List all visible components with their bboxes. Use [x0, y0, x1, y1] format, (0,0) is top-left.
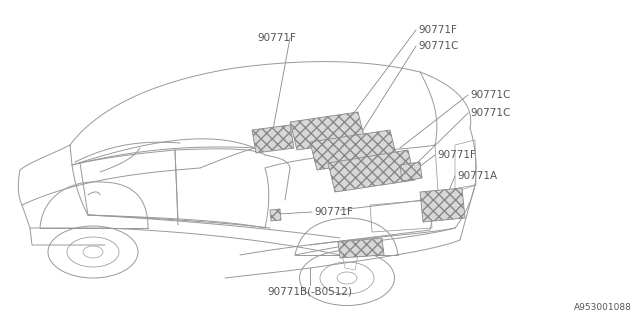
Text: 90771C: 90771C — [470, 108, 510, 118]
Polygon shape — [420, 188, 465, 222]
Text: 90771C: 90771C — [418, 41, 458, 51]
Text: 90771F: 90771F — [257, 33, 296, 43]
Polygon shape — [400, 162, 422, 181]
Polygon shape — [290, 112, 365, 150]
Text: 90771B(-B0512): 90771B(-B0512) — [268, 287, 353, 297]
Ellipse shape — [83, 246, 103, 258]
Text: 90771F: 90771F — [314, 207, 353, 217]
Text: 90771C: 90771C — [470, 90, 510, 100]
Ellipse shape — [337, 272, 357, 284]
Polygon shape — [270, 209, 281, 221]
Polygon shape — [310, 130, 397, 170]
Text: A953001088: A953001088 — [574, 303, 632, 312]
Polygon shape — [338, 238, 384, 258]
Text: 90771F: 90771F — [418, 25, 457, 35]
Polygon shape — [328, 150, 415, 192]
Text: 90771A: 90771A — [457, 171, 497, 181]
Text: 90771F: 90771F — [437, 150, 476, 160]
Polygon shape — [252, 125, 294, 153]
